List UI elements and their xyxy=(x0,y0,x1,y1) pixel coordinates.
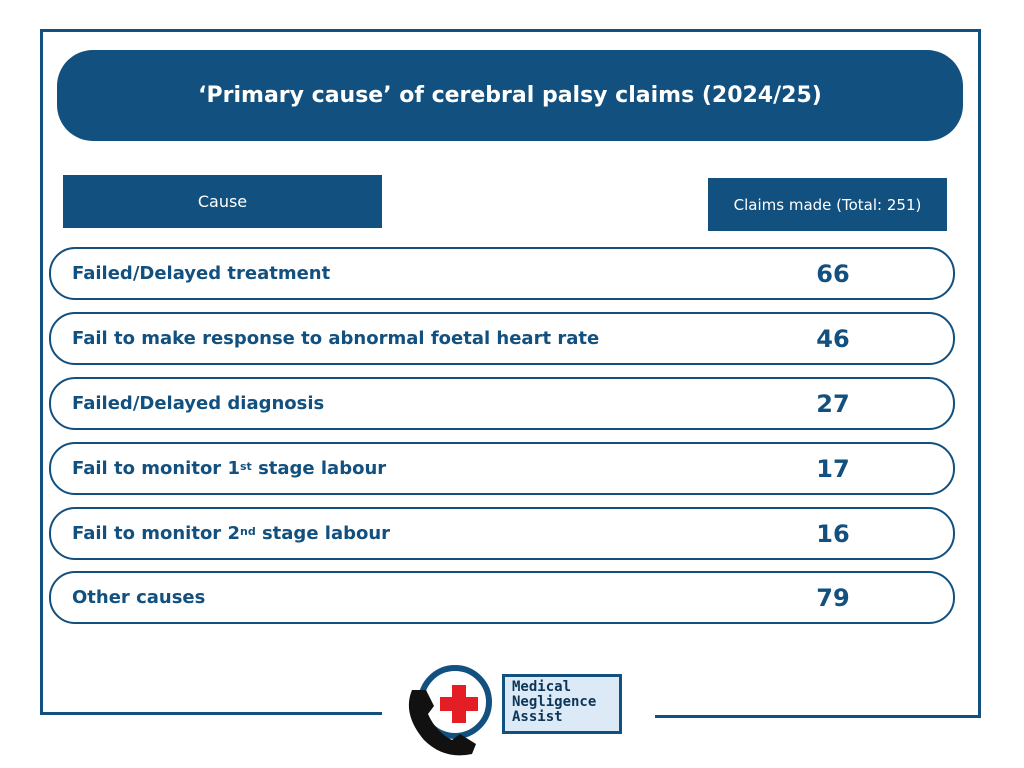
table-row: Fail to make response to abnormal foetal… xyxy=(49,312,955,365)
row-cause-text: Other causes xyxy=(72,587,206,608)
row-claims-value: 17 xyxy=(816,454,850,483)
logo-text-box: Medical Negligence Assist xyxy=(502,674,622,734)
frame-top xyxy=(40,29,981,32)
row-cause: Fail to make response to abnormal foetal… xyxy=(72,314,599,363)
row-claims-value: 79 xyxy=(816,583,850,612)
column-header-cause-label: Cause xyxy=(197,192,248,211)
red-cross-icon xyxy=(440,685,478,723)
frame-right xyxy=(978,29,981,718)
row-claims-value: 27 xyxy=(816,389,850,418)
row-cause: Failed/Delayed diagnosis xyxy=(72,379,324,428)
column-header-claims: Claims made (Total: 251) xyxy=(708,178,947,231)
frame-bottom-left xyxy=(40,712,382,715)
table-row: Other causes 79 xyxy=(49,571,955,624)
logo-line-2: Negligence xyxy=(512,694,597,710)
frame-left xyxy=(40,29,43,715)
row-cause-text-rest: stage labour xyxy=(255,523,391,544)
medical-negligence-assist-logo: Medical Negligence Assist xyxy=(400,662,630,762)
column-header-cause: Cause xyxy=(63,175,382,228)
table-row: Failed/Delayed diagnosis 27 xyxy=(49,377,955,430)
row-cause-text-base: Fail to monitor 1 xyxy=(72,458,240,479)
logo-line-1: Medical xyxy=(512,679,572,695)
row-claims-value: 46 xyxy=(816,324,850,353)
column-header-claims-label: Claims made (Total: 251) xyxy=(733,195,922,214)
table-row: Failed/Delayed treatment 66 xyxy=(49,247,955,300)
row-claims-value: 66 xyxy=(816,259,850,288)
row-cause: Other causes xyxy=(72,573,205,622)
row-cause-text-rest: stage labour xyxy=(251,458,387,479)
frame-bottom-right xyxy=(655,715,981,718)
row-cause-text: Fail to make response to abnormal foetal… xyxy=(72,328,600,349)
row-cause-text-base: Fail to monitor 2 xyxy=(72,523,240,544)
row-claims-value: 16 xyxy=(816,519,850,548)
row-cause-text: Failed/Delayed treatment xyxy=(72,263,331,284)
chart-title-bar: ‘Primary cause’ of cerebral palsy claims… xyxy=(57,50,963,141)
row-cause-text: Failed/Delayed diagnosis xyxy=(72,393,325,414)
chart-title: ‘Primary cause’ of cerebral palsy claims… xyxy=(198,83,822,108)
row-cause: Failed/Delayed treatment xyxy=(72,249,330,298)
logo-line-3: Assist xyxy=(512,709,563,725)
